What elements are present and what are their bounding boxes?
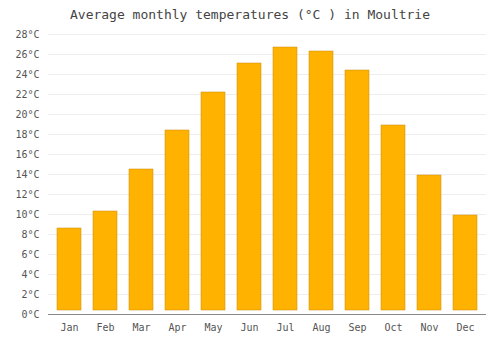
svg-text:14°C: 14°C <box>15 169 39 180</box>
svg-text:Oct: Oct <box>384 322 402 333</box>
svg-text:Dec: Dec <box>456 322 474 333</box>
svg-text:28°C: 28°C <box>15 29 39 40</box>
svg-text:Mar: Mar <box>132 322 150 333</box>
svg-text:10°C: 10°C <box>15 209 39 220</box>
svg-text:20°C: 20°C <box>15 109 39 120</box>
svg-text:May: May <box>204 322 222 333</box>
svg-text:2°C: 2°C <box>21 289 39 300</box>
svg-text:Apr: Apr <box>168 322 186 333</box>
svg-text:Sep: Sep <box>348 322 366 333</box>
svg-text:Nov: Nov <box>420 322 438 333</box>
svg-text:24°C: 24°C <box>15 69 39 80</box>
svg-text:12°C: 12°C <box>15 189 39 200</box>
svg-text:4°C: 4°C <box>21 269 39 280</box>
svg-text:26°C: 26°C <box>15 49 39 60</box>
html-text:Average monthly temperatures (: Average monthly temperatures (°C ) in Mo… <box>70 7 430 22</box>
svg-text:6°C: 6°C <box>21 249 39 260</box>
svg-text:16°C: 16°C <box>15 149 39 160</box>
svg-text:Feb: Feb <box>96 322 114 333</box>
svg-text:8°C: 8°C <box>21 229 39 240</box>
svg-text:0°C: 0°C <box>21 309 39 320</box>
svg-text:Jan: Jan <box>60 322 78 333</box>
svg-text:18°C: 18°C <box>15 129 39 140</box>
svg-text:Jun: Jun <box>240 322 258 333</box>
svg-text:Aug: Aug <box>312 322 330 333</box>
svg-text:Jul: Jul <box>276 322 294 333</box>
svg-text:22°C: 22°C <box>15 89 39 100</box>
